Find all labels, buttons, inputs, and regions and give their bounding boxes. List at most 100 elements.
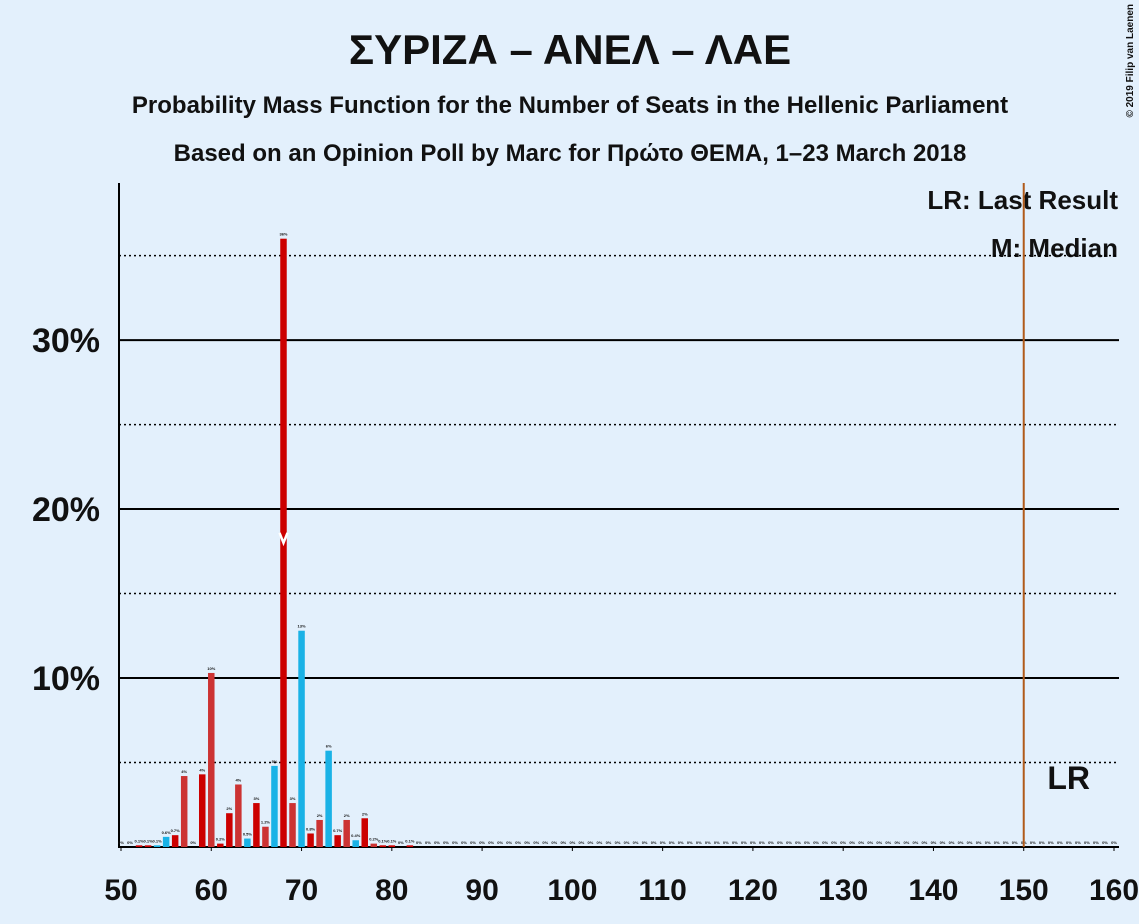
bar (361, 818, 368, 847)
value-label: 0% (768, 840, 774, 845)
value-label: 0% (741, 840, 747, 845)
value-label: 0% (786, 840, 792, 845)
value-label: 4% (235, 777, 241, 782)
value-label: 0.2% (216, 837, 226, 842)
y-tick-label: 10% (32, 660, 100, 698)
value-label: 0% (1084, 840, 1090, 845)
value-label: 0% (398, 840, 404, 845)
value-label: 0% (533, 840, 539, 845)
subtitle: Based on an Opinion Poll by Marc for Πρώ… (174, 140, 967, 167)
value-label: 0.1% (387, 838, 397, 843)
subtitle: Probability Mass Function for the Number… (132, 92, 1008, 119)
value-label: 13% (298, 624, 306, 629)
chart-title: ΣΥΡΙΖΑ – ΑΝΕΛ – ΛΑΕ (349, 26, 791, 73)
value-label: 0% (597, 840, 603, 845)
value-label: 0% (1039, 840, 1045, 845)
bar (307, 833, 314, 847)
value-label: 0% (849, 840, 855, 845)
value-label: 0% (118, 840, 124, 845)
value-label: 2% (226, 806, 232, 811)
x-tick-label: 150 (999, 874, 1049, 907)
value-label: 0% (976, 840, 982, 845)
value-label: 0% (750, 840, 756, 845)
value-label: 2% (317, 813, 323, 818)
value-label: 0% (615, 840, 621, 845)
value-label: 0% (1111, 840, 1117, 845)
value-label: 0% (506, 840, 512, 845)
value-label: 0% (913, 840, 919, 845)
bar (316, 819, 323, 847)
value-label: 0% (931, 840, 937, 845)
bar (388, 845, 396, 847)
value-label: 0% (723, 840, 729, 845)
value-label: 0% (894, 840, 900, 845)
value-label: 0% (985, 840, 991, 845)
bar (271, 765, 278, 847)
value-label: 0% (1030, 840, 1036, 845)
value-label: 0% (994, 840, 1000, 845)
value-label: 0% (642, 840, 648, 845)
value-label: 0% (434, 840, 440, 845)
value-label: 0.1% (153, 838, 163, 843)
value-label: 0.2% (369, 837, 379, 842)
value-label: 0% (858, 840, 864, 845)
value-label: 0% (876, 840, 882, 845)
bar (352, 840, 359, 847)
value-label: 0% (651, 840, 657, 845)
value-label: 0% (949, 840, 955, 845)
value-label: 0% (452, 840, 458, 845)
value-label: 0% (795, 840, 801, 845)
bar (253, 803, 260, 847)
value-label: 4% (199, 767, 205, 772)
value-label: 0% (1003, 840, 1009, 845)
bar (298, 630, 305, 847)
x-tick-label: 100 (547, 874, 597, 907)
value-label: 0% (705, 840, 711, 845)
value-label: 0% (696, 840, 702, 845)
value-label: 0% (1048, 840, 1054, 845)
bar (208, 672, 215, 847)
bar (379, 845, 387, 847)
value-label: 0.1% (134, 838, 144, 843)
y-tick-label: 30% (32, 322, 100, 360)
x-tick-label: 140 (908, 874, 958, 907)
bar (135, 845, 143, 847)
value-label: 0.6% (162, 830, 172, 835)
value-label: 0% (190, 840, 196, 845)
bar (244, 838, 251, 847)
bar (144, 845, 152, 847)
value-label: 5% (272, 759, 278, 764)
value-label: 0% (551, 840, 557, 845)
value-label: 0.4% (351, 833, 361, 838)
value-label: 6% (326, 744, 332, 749)
value-label: 3% (290, 796, 296, 801)
value-label: 0% (660, 840, 666, 845)
x-tick-label: 160 (1089, 874, 1139, 907)
x-tick-label: 70 (285, 874, 318, 907)
value-label: 0% (885, 840, 891, 845)
value-label: 0.1% (405, 838, 415, 843)
bar (226, 813, 233, 847)
value-label: 0% (777, 840, 783, 845)
bar (235, 784, 242, 847)
x-tick-label: 80 (375, 874, 408, 907)
value-label: 0% (569, 840, 575, 845)
value-label: 0% (497, 840, 503, 845)
bar (343, 819, 350, 847)
value-label: 0% (840, 840, 846, 845)
x-tick-label: 90 (465, 874, 498, 907)
value-label: 0% (461, 840, 467, 845)
value-label: 0% (488, 840, 494, 845)
value-label: 0% (443, 840, 449, 845)
legend-entry: M: Median (991, 233, 1118, 263)
value-label: 0% (127, 840, 133, 845)
value-label: 0.1% (378, 838, 388, 843)
x-tick-label: 110 (638, 874, 686, 907)
y-tick-label: 20% (32, 491, 100, 529)
value-label: 0% (579, 840, 585, 845)
value-label: 36% (279, 232, 287, 237)
value-label: 0% (1012, 840, 1018, 845)
x-tick-label: 130 (818, 874, 868, 907)
